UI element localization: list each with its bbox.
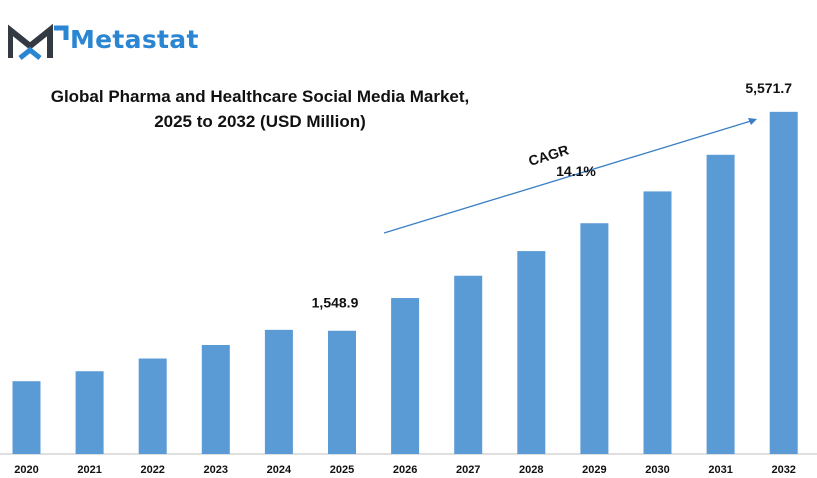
- bar-2023: [201, 344, 230, 454]
- bar-2027: [454, 275, 483, 454]
- x-tick-label-2020: 2020: [14, 464, 38, 476]
- x-tick-label-2026: 2026: [393, 464, 417, 476]
- cagr-value: 14.1%: [556, 163, 596, 179]
- brand-name: Metastat: [70, 25, 199, 54]
- bar-2029: [580, 223, 609, 454]
- bar-2030: [643, 191, 672, 455]
- bar-2025: [328, 330, 356, 454]
- chart-title-line-2: 2025 to 2032 (USD Million): [154, 112, 366, 131]
- x-tick-label-2024: 2024: [267, 464, 292, 476]
- x-tick-label-2027: 2027: [456, 464, 480, 476]
- chart-title-line-1: Global Pharma and Healthcare Social Medi…: [50, 87, 470, 106]
- cagr-arrow: [383, 120, 752, 234]
- x-tick-label-2023: 2023: [204, 464, 228, 476]
- bar-2031: [706, 154, 735, 455]
- bar-2020: [12, 381, 41, 454]
- bar-2024: [264, 329, 293, 454]
- cagr-arrowhead: [748, 118, 757, 125]
- metastat-logo-icon: [7, 23, 69, 60]
- metastat-logo: [7, 22, 218, 62]
- x-tick-label-2031: 2031: [708, 464, 732, 476]
- x-tick-label-2029: 2029: [582, 464, 606, 476]
- x-tick-label-2025: 2025: [330, 464, 354, 476]
- x-tick-label-2028: 2028: [519, 464, 543, 476]
- chart-title: Global Pharma and Healthcare Social Medi…: [0, 84, 520, 134]
- x-tick-label-2032: 2032: [771, 464, 795, 476]
- bar-2026: [391, 298, 420, 454]
- x-tick-label-2022: 2022: [140, 464, 164, 476]
- data-label-2025: 1,548.9: [312, 295, 359, 311]
- bar-2032: [769, 111, 798, 455]
- bar-2028: [517, 251, 546, 454]
- data-label-2032: 5,571.7: [745, 80, 792, 96]
- bar-2022: [138, 358, 167, 454]
- x-tick-label-2021: 2021: [77, 464, 101, 476]
- x-tick-label-2030: 2030: [645, 464, 669, 476]
- bar-2021: [75, 371, 104, 454]
